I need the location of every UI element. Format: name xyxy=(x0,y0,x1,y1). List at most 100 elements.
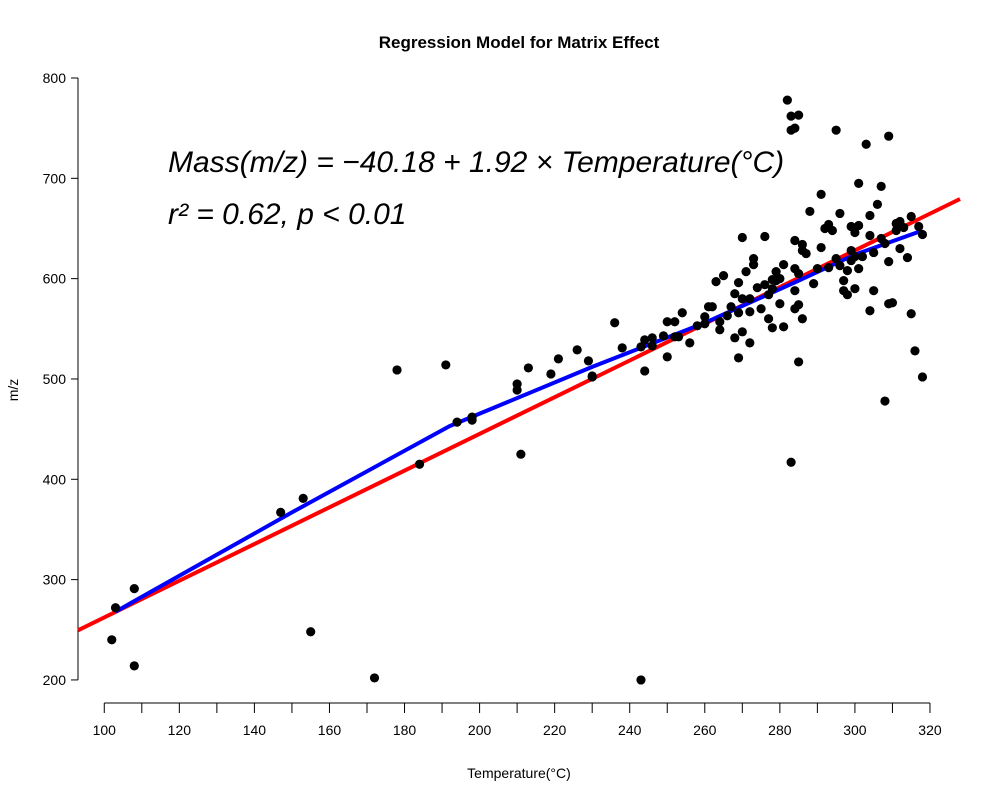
data-point xyxy=(523,363,533,373)
y-tick-label: 400 xyxy=(43,471,67,487)
data-point xyxy=(516,449,526,459)
data-point xyxy=(895,243,905,254)
data-point xyxy=(737,327,747,337)
data-point xyxy=(110,603,121,613)
y-tick-label: 700 xyxy=(43,170,67,186)
data-point xyxy=(733,353,744,363)
data-point xyxy=(865,306,875,316)
data-point xyxy=(707,302,717,312)
data-point xyxy=(880,396,890,406)
regression-equation: Mass(m/z) = −40.18 + 1.92 × Temperature(… xyxy=(168,146,784,179)
data-point xyxy=(756,304,766,314)
data-point xyxy=(763,314,774,324)
data-point xyxy=(730,333,740,343)
data-point xyxy=(647,333,657,343)
data-point xyxy=(677,308,687,318)
data-point xyxy=(827,225,837,236)
data-point xyxy=(715,317,725,327)
data-point xyxy=(790,123,800,133)
x-tick-label: 120 xyxy=(168,722,192,738)
data-point xyxy=(906,309,916,319)
x-tick-label: 260 xyxy=(693,722,717,738)
data-point xyxy=(722,311,732,321)
data-point xyxy=(452,417,462,427)
data-point xyxy=(546,369,556,379)
data-point xyxy=(700,312,710,322)
data-point xyxy=(887,298,898,308)
x-tick-label: 100 xyxy=(93,722,117,738)
data-point xyxy=(824,263,834,273)
data-point xyxy=(876,181,886,191)
data-point xyxy=(715,325,725,335)
data-point xyxy=(775,274,785,284)
y-tick-label: 500 xyxy=(43,371,67,387)
data-point xyxy=(692,321,702,331)
data-point xyxy=(636,675,646,685)
data-point xyxy=(767,284,777,294)
x-tick-label: 160 xyxy=(318,722,342,738)
data-point xyxy=(779,260,789,270)
x-tick-label: 280 xyxy=(768,722,792,738)
data-point xyxy=(298,493,308,503)
data-point xyxy=(839,276,849,286)
x-tick-label: 200 xyxy=(468,722,492,738)
data-point xyxy=(854,220,864,231)
regression-stats: r² = 0.62, p < 0.01 xyxy=(168,198,407,231)
data-point xyxy=(771,267,781,277)
data-point xyxy=(662,317,672,327)
data-point xyxy=(745,307,755,317)
data-point xyxy=(872,199,883,210)
data-point xyxy=(129,661,139,671)
data-point xyxy=(760,280,770,290)
data-point xyxy=(658,331,669,341)
data-point xyxy=(726,302,736,312)
data-point xyxy=(812,264,822,274)
data-point xyxy=(107,635,117,645)
data-point xyxy=(775,299,785,309)
data-point xyxy=(745,338,755,348)
data-point xyxy=(842,266,853,276)
data-point xyxy=(869,247,879,258)
data-point xyxy=(700,319,710,329)
data-point xyxy=(673,332,684,342)
data-point xyxy=(786,457,796,467)
chart-title: Regression Model for Matrix Effect xyxy=(379,33,660,52)
data-point xyxy=(831,125,841,135)
data-point xyxy=(733,308,744,318)
data-point xyxy=(854,264,864,274)
data-point xyxy=(748,253,759,264)
data-point xyxy=(917,372,928,382)
data-point xyxy=(760,231,770,242)
data-point xyxy=(767,323,777,333)
data-point xyxy=(857,251,868,262)
data-point xyxy=(880,238,890,249)
data-point xyxy=(711,277,721,287)
data-point xyxy=(786,111,796,121)
x-tick-label: 320 xyxy=(918,722,942,738)
x-tick-label: 180 xyxy=(393,722,417,738)
data-point xyxy=(794,269,804,279)
data-point xyxy=(854,178,864,188)
data-point xyxy=(752,283,762,293)
data-point xyxy=(899,222,909,233)
data-point xyxy=(718,271,729,281)
data-point xyxy=(741,267,751,277)
y-tick-label: 800 xyxy=(43,70,67,86)
x-tick-label: 240 xyxy=(618,722,642,738)
data-points xyxy=(107,95,928,685)
data-point xyxy=(835,208,845,219)
data-point xyxy=(414,459,425,469)
y-tick-label: 200 xyxy=(43,672,67,688)
data-point xyxy=(850,284,860,294)
data-point xyxy=(850,251,860,262)
data-point xyxy=(865,210,875,221)
linear-fit-line xyxy=(77,197,961,633)
x-axis-label: Temperature(°C) xyxy=(467,765,571,781)
y-tick-label: 600 xyxy=(43,271,67,287)
data-point xyxy=(276,507,286,517)
data-point xyxy=(809,279,819,289)
data-point xyxy=(583,356,594,366)
axes: 200 300 400 500 600 700 800 100 120 140 160 180 200 2… xyxy=(43,70,942,738)
data-point xyxy=(441,360,451,370)
data-point xyxy=(745,294,755,304)
